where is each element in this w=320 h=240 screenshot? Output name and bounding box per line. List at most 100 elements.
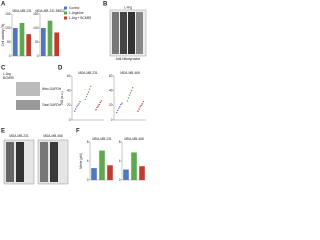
blot-header: L-Arg (124, 5, 132, 9)
dot (86, 93, 89, 96)
dot (128, 94, 131, 96)
dot (120, 103, 122, 106)
y-tick-label: 40 (109, 89, 113, 93)
y-tick-label: 20 (67, 103, 71, 107)
dot (77, 104, 79, 107)
bar (13, 28, 18, 56)
y-tick-label: 0 (69, 118, 71, 122)
y-tick-label: 0 (111, 118, 113, 122)
dot (140, 104, 142, 107)
dot (131, 87, 134, 89)
blot-lane (112, 12, 119, 54)
y-tick-label: 100 (33, 26, 39, 30)
legend-label: L-Arg + BCM95 (69, 16, 91, 20)
y-axis-label: Cell viability (%) (1, 24, 5, 47)
blot-lane (50, 142, 58, 182)
dot (141, 103, 143, 105)
dot (138, 108, 140, 110)
y-axis-label: Nitrite (μM) (79, 153, 83, 169)
dot (73, 110, 76, 112)
row-label: BCM95 (3, 76, 14, 80)
dot (99, 101, 101, 104)
y-tick-label: 60 (109, 74, 113, 78)
panel-label: D (58, 66, 63, 72)
y-tick-label: 0 (37, 54, 39, 58)
chart-title: MDA-MB-468 (120, 71, 140, 75)
dot (127, 97, 130, 99)
bar (91, 168, 97, 180)
legend-swatch (64, 6, 67, 10)
dot (118, 107, 120, 109)
dot (96, 106, 98, 109)
dot (87, 91, 90, 93)
y-tick-label: 100 (5, 26, 11, 30)
y-tick-label: 50 (35, 40, 39, 44)
blot-lane (120, 12, 127, 54)
dot (97, 105, 99, 107)
blot-title: MDA-MB-231 (9, 134, 29, 138)
panel-label: F (76, 129, 80, 135)
y-tick-label: 4 (87, 159, 89, 163)
dot (76, 106, 78, 108)
blot-lane (136, 12, 143, 54)
y-tick-label: 40 (67, 89, 71, 93)
blot-lane (40, 142, 48, 182)
chart-title: MDA-MB-231 (12, 9, 32, 13)
y-axis-label: NO (a.u.) (60, 91, 64, 104)
bar (107, 165, 113, 180)
figure: A B C D E F L-Arg Anti-Nitrotyrosine L-A… (1, 2, 147, 185)
blot-lane (16, 142, 24, 182)
dot (139, 106, 141, 108)
dot (117, 109, 119, 112)
bar (54, 32, 59, 56)
dot (95, 109, 97, 111)
blot (16, 82, 40, 96)
panel-label: A (1, 2, 6, 8)
page: A B C D E F L-Arg Anti-Nitrotyrosine L-A… (0, 1, 147, 185)
dot (130, 89, 133, 92)
panel-label: E (1, 129, 5, 135)
y-tick-label: 0 (9, 54, 11, 58)
dot (115, 111, 118, 114)
blot-title: MDA-MB-468 (43, 134, 63, 138)
dot (119, 106, 121, 108)
dot (98, 103, 100, 106)
dot (78, 103, 80, 105)
dot (79, 100, 81, 103)
dot (129, 92, 132, 94)
dot (75, 108, 77, 110)
chart-title: MDA-MB-468 (124, 137, 144, 141)
chart-title: MDA-MB-231 (78, 71, 98, 75)
dot (89, 85, 92, 87)
y-tick-label: 4 (119, 159, 121, 163)
legend-swatch (64, 11, 67, 15)
bar (26, 34, 31, 56)
dot (142, 100, 145, 103)
bar (99, 150, 105, 180)
dot (100, 100, 103, 102)
legend-label: L-Arginine (69, 11, 84, 15)
y-tick-label: 8 (119, 140, 121, 144)
row-label: L-Arg (3, 72, 11, 76)
bar (47, 20, 53, 56)
panel-label: B (103, 2, 108, 8)
bar (123, 169, 129, 180)
dot (84, 98, 87, 101)
dot (126, 100, 129, 102)
bar (41, 28, 46, 56)
dot (85, 95, 88, 98)
y-tick-label: 0 (87, 178, 89, 182)
blot (16, 100, 40, 110)
y-tick-label: 60 (67, 74, 71, 78)
blot-caption: Anti-Nitrotyrosine (116, 57, 141, 61)
dot (121, 102, 123, 104)
y-tick-label: 150 (5, 12, 11, 16)
bar (19, 22, 25, 56)
panel-label: C (1, 66, 6, 72)
bar (131, 152, 137, 180)
legend-swatch (64, 16, 67, 20)
blot-label: Total GAPDH (42, 103, 62, 107)
blot-label: Nitro-GAPDH (42, 87, 62, 91)
chart-title: MDA-MB-231 (92, 137, 112, 141)
dot (88, 88, 91, 90)
